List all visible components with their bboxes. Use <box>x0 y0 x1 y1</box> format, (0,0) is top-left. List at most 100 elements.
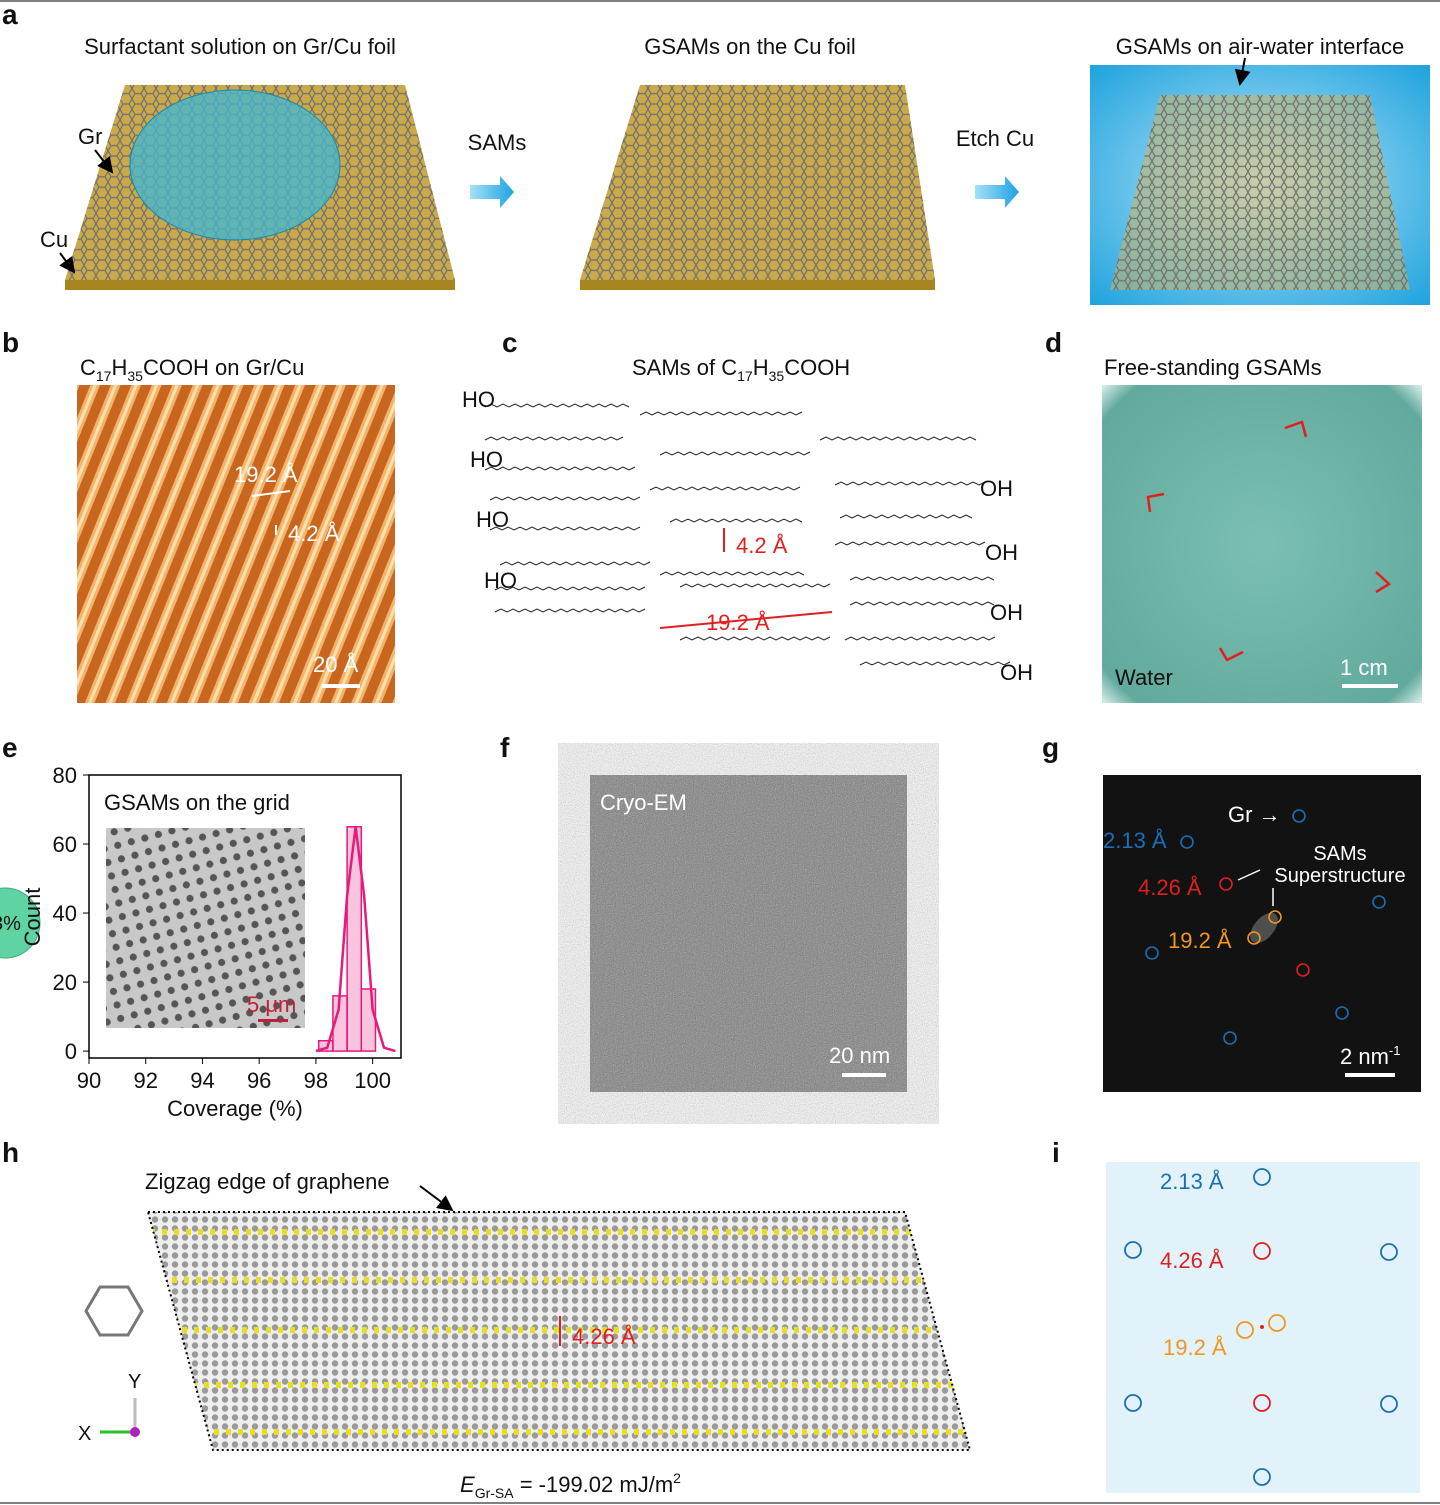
y-tick-label: 40 <box>53 901 77 926</box>
label: Water <box>1115 665 1173 690</box>
scale-bar <box>1342 684 1398 688</box>
alkyl-chain <box>639 411 803 416</box>
foil-edge <box>580 280 935 290</box>
panel-label: d <box>1045 327 1062 358</box>
alkyl-chain <box>669 518 803 523</box>
y-tick-label: 20 <box>53 970 77 995</box>
alkyl-chain <box>679 636 831 641</box>
histogram-bar <box>360 988 377 1052</box>
plot-frame <box>88 774 402 1059</box>
hexagon-icon <box>84 1285 144 1337</box>
pointer <box>1237 869 1261 881</box>
panel-i: 2.13 Å 4.26 Å 19.2 Å <box>1106 1162 1420 1493</box>
label: 2.13 Å <box>1103 828 1167 853</box>
panel-label: f <box>500 732 510 763</box>
scale-bar <box>842 1073 886 1077</box>
panel-title: SAMs of C17H35COOH <box>632 355 850 384</box>
y-tick-label: 60 <box>53 832 77 857</box>
panel-title: Free-standing GSAMs <box>1104 355 1322 380</box>
scale-bar-label: 20 Å <box>313 652 359 677</box>
pointer <box>59 252 76 274</box>
axis-label: Y <box>128 1371 141 1393</box>
pointer <box>419 1185 454 1212</box>
pointer <box>1234 57 1251 86</box>
panel-f: Cryo-EM 20 nm <box>590 775 907 1092</box>
label: Gr → <box>1228 802 1281 827</box>
panel-e: 3% Count Coverage (%) GSAMs on the grid … <box>0 763 402 1121</box>
caption: GSAMs on air-water interface <box>1116 34 1405 59</box>
label: Zigzag edge of graphene <box>145 1169 390 1194</box>
scale-bar <box>258 1019 288 1022</box>
alkyl-chain <box>839 514 973 519</box>
label: 4.2 Å <box>736 533 788 558</box>
panel-label: h <box>2 1137 19 1168</box>
panel-a: Surfactant solution on Gr/Cu foil GSAMs … <box>40 34 1430 305</box>
alkyl-chain <box>499 561 651 566</box>
alkyl-chain <box>844 636 996 641</box>
pointer <box>94 149 114 174</box>
panel-label: g <box>1042 732 1059 763</box>
x-axis-label: Coverage (%) <box>167 1096 303 1121</box>
cryo-em-texture <box>590 775 907 1092</box>
overlay-badge-label: 3% <box>0 913 21 935</box>
alkyl-chain <box>484 403 630 408</box>
label: 19.2 Å <box>1168 928 1232 953</box>
label: 19.2 Å <box>1163 1335 1227 1360</box>
alkyl-chain <box>489 496 641 501</box>
alkyl-chain <box>859 661 1011 666</box>
alkyl-chain <box>819 436 977 441</box>
scale-bar-label: 20 nm <box>829 1043 890 1068</box>
histogram-bar <box>346 826 363 1052</box>
step-label: Etch Cu <box>956 126 1034 151</box>
x-tick-label: 96 <box>247 1068 271 1093</box>
label: 4.26 Å <box>572 1324 636 1349</box>
label: 19.2 Å <box>706 610 770 635</box>
end-group: HO <box>484 568 517 593</box>
alkyl-chain <box>834 541 986 546</box>
alkyl-chain <box>849 576 995 581</box>
scale-bar-label: 1 cm <box>1340 655 1388 680</box>
alkyl-chain <box>484 466 636 471</box>
step-label: SAMs <box>468 130 527 155</box>
caption: GSAMs on the Cu foil <box>644 34 856 59</box>
alkyl-chain <box>659 451 811 456</box>
alkyl-chain <box>494 608 646 613</box>
alkyl-chain <box>849 601 995 606</box>
alkyl-chain <box>659 571 805 576</box>
end-group: OH <box>985 540 1018 565</box>
gsams <box>580 85 935 280</box>
panel-label: i <box>1052 1137 1060 1168</box>
panel-label: e <box>2 732 18 763</box>
y-tick-label: 0 <box>65 1039 77 1064</box>
label: 2.13 Å <box>1160 1169 1224 1194</box>
scale-bar-label: 2 nm-1 <box>1340 1043 1400 1069</box>
caption: Surfactant solution on Gr/Cu foil <box>84 34 396 59</box>
axis-origin <box>130 1427 140 1437</box>
label: 4.2 Å <box>288 521 340 546</box>
panel-h: Zigzag edge of graphene 4.26 Å Y X EGr-S… <box>78 1169 972 1501</box>
corner-marks <box>1146 420 1392 662</box>
arrow <box>975 176 1019 208</box>
label: 4.26 Å <box>1160 1248 1224 1273</box>
marker <box>251 490 291 497</box>
arrow <box>470 176 514 208</box>
overlay-badge <box>0 887 41 959</box>
inset-title: GSAMs on the grid <box>104 790 290 815</box>
panel-b: C17H35COOH on Gr/Cu 19.2 Å 4.2 Å 20 Å <box>77 355 395 703</box>
x-tick-label: 98 <box>304 1068 328 1093</box>
x-tick-label: 94 <box>190 1068 214 1093</box>
label: Gr <box>78 124 102 149</box>
end-group: HO <box>470 447 503 472</box>
axis-label: X <box>78 1423 91 1445</box>
panel-title: C17H35COOH on Gr/Cu <box>80 355 304 384</box>
x-tick-label: 92 <box>133 1068 157 1093</box>
y-tick-label: 80 <box>53 763 77 788</box>
alkyl-chain <box>649 486 801 491</box>
dish-photo <box>1102 385 1422 703</box>
panel-c: SAMs of C17H35COOH 4.2 Å 19.2 Å HO HO HO HO… <box>462 355 1033 685</box>
foil-edge <box>65 280 455 290</box>
center-spot <box>1260 1325 1264 1329</box>
label: Cu <box>40 227 68 252</box>
panel-label: b <box>2 327 19 358</box>
energy-label: EGr-SA = -199.02 mJ/m2 <box>460 1470 681 1501</box>
